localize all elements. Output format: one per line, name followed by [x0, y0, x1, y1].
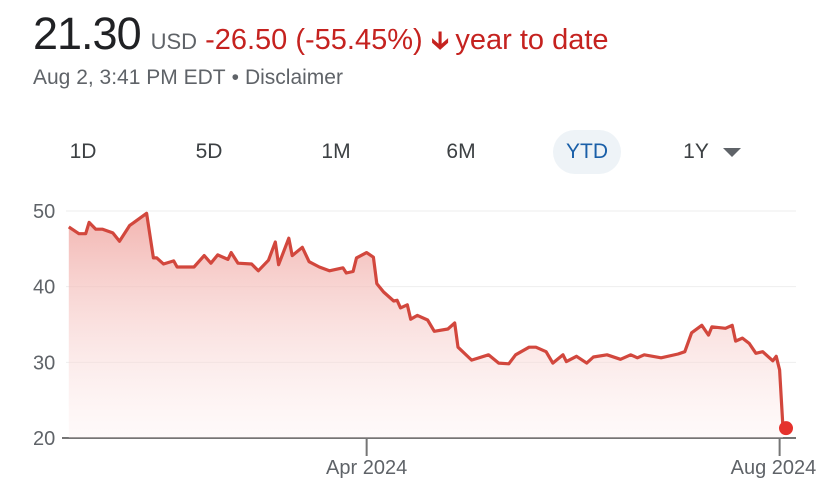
price-chart: 50 40 30 20 Apr 2024 Aug 2024 — [33, 201, 817, 479]
y-tick-label: 50 — [33, 201, 55, 223]
timestamp-line: Aug 2, 3:41 PM EDT • Disclaimer — [33, 66, 343, 90]
tab-1y-label: 1Y — [683, 140, 709, 163]
price-header: 21.30 USD -26.50 (-55.45%) 🡳 year to dat… — [33, 8, 609, 66]
chevron-down-icon[interactable] — [722, 147, 741, 157]
tab-1y[interactable]: 1Y — [672, 130, 752, 174]
price-line — [67, 211, 785, 429]
separator: • — [231, 66, 239, 89]
timestamp: Aug 2, 3:41 PM EDT — [33, 66, 226, 89]
tab-1m[interactable]: 1M — [321, 140, 351, 163]
price-change: -26.50 (-55.45%) — [205, 24, 423, 56]
current-price: 21.30 — [33, 8, 142, 59]
currency: USD — [150, 29, 198, 54]
tab-5d[interactable]: 5D — [195, 140, 223, 163]
tab-ytd[interactable]: YTD — [553, 130, 621, 174]
x-tick-label: Aug 2024 — [731, 457, 817, 479]
latest-price-dot — [779, 421, 793, 436]
y-tick-label: 20 — [33, 428, 55, 450]
disclaimer-link[interactable]: Disclaimer — [244, 66, 343, 89]
y-tick-label: 40 — [33, 277, 55, 299]
price-area — [68, 213, 783, 438]
range-tabs: 1D 5D 1M 6M YTD 1Y — [0, 130, 828, 174]
arrow-down-icon: 🡳 — [430, 25, 450, 55]
y-tick-label: 30 — [33, 352, 55, 374]
tab-6m[interactable]: 6M — [446, 140, 476, 163]
tab-1d[interactable]: 1D — [69, 140, 97, 163]
period-label: year to date — [455, 24, 609, 56]
x-tick-label: Apr 2024 — [326, 457, 407, 479]
